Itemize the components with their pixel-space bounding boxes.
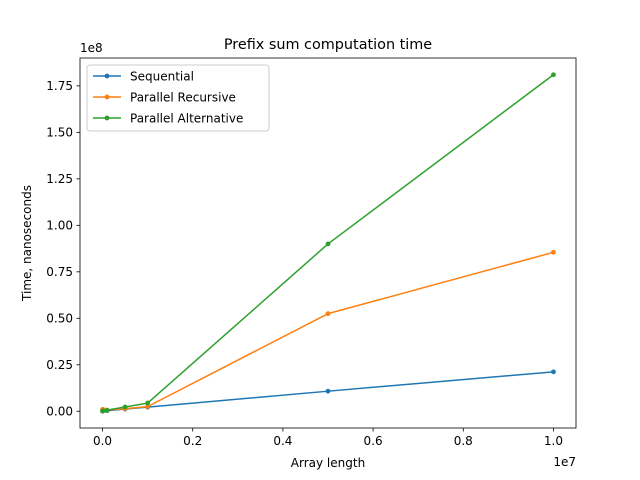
legend-item: Sequential: [93, 69, 194, 83]
x-axis-multiplier: 1e7: [553, 455, 576, 469]
x-tick-label: 1.0: [544, 434, 563, 448]
axes-layer: [79, 57, 577, 429]
x-tick-label: 0.4: [273, 434, 292, 448]
x-axis-label: Array length: [291, 456, 365, 470]
legend-item: Parallel Recursive: [93, 90, 236, 104]
data-point: [104, 407, 110, 413]
legend-marker: [104, 73, 110, 79]
y-tick-label: 0.50: [46, 312, 73, 326]
y-axis-multiplier: 1e8: [80, 41, 103, 55]
y-ticks: 0.00 0.25 0.50 0.75 1.00 1.25 1.50 1.75: [46, 79, 80, 419]
y-tick-label: 0.75: [46, 265, 73, 279]
data-point: [325, 311, 331, 317]
series-layer: [100, 72, 556, 414]
data-point: [145, 404, 151, 410]
y-tick-label: 1.75: [46, 79, 73, 93]
legend: Sequential Parallel Recursive Parallel Alt…: [86, 64, 270, 132]
legend-item: Parallel Alternative: [93, 111, 243, 125]
data-point: [145, 400, 151, 406]
data-point: [551, 369, 556, 375]
y-tick-label: 0.25: [46, 358, 73, 372]
chart-title: Prefix sum computation time: [224, 37, 432, 53]
legend-marker: [104, 94, 110, 100]
series-2: [100, 72, 556, 414]
legend-label: Parallel Recursive: [130, 90, 236, 104]
y-tick-label: 1.50: [46, 126, 73, 140]
data-point: [122, 404, 128, 410]
x-ticks: 0.0 0.2 0.4 0.6 0.8 1.0: [93, 428, 563, 448]
x-tick-label: 0.6: [364, 434, 383, 448]
x-tick-label: 0.8: [454, 434, 473, 448]
data-point: [100, 408, 106, 414]
data-point: [551, 72, 556, 78]
legend-label: Sequential: [130, 69, 194, 83]
data-point: [551, 249, 556, 255]
y-axis-label: Time, nanoseconds: [20, 185, 34, 302]
legend-label: Parallel Alternative: [130, 111, 243, 125]
data-point: [325, 388, 331, 394]
y-tick-label: 0.00: [46, 405, 73, 419]
y-tick-label: 1.25: [46, 172, 73, 186]
data-point: [325, 241, 331, 247]
y-tick-label: 1.00: [46, 219, 73, 233]
legend-marker: [104, 115, 110, 121]
x-tick-label: 0.0: [93, 434, 112, 448]
legend-box: [86, 64, 270, 132]
x-tick-label: 0.2: [183, 434, 202, 448]
axes-frame: [79, 57, 577, 429]
